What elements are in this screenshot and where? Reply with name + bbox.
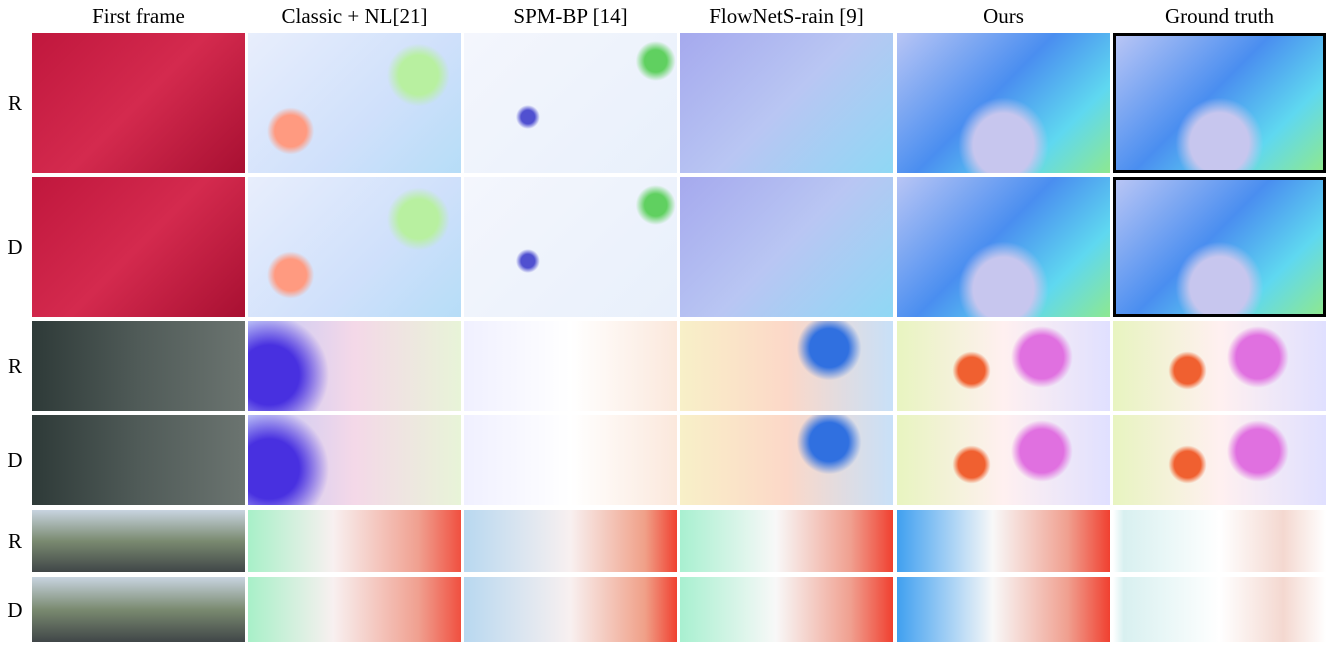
image-cell xyxy=(680,415,893,505)
row-label: D xyxy=(2,447,28,473)
image-cell xyxy=(464,33,677,173)
row-label: D xyxy=(2,597,28,623)
image-cell xyxy=(248,33,461,173)
image-cell xyxy=(1113,510,1326,572)
image-cell xyxy=(897,510,1110,572)
image-cell xyxy=(680,577,893,642)
image-cell xyxy=(464,177,677,317)
image-cell xyxy=(32,577,245,642)
image-cell xyxy=(1113,415,1326,505)
image-cell xyxy=(1113,577,1326,642)
image-cell xyxy=(897,577,1110,642)
image-cell xyxy=(464,321,677,411)
image-cell xyxy=(897,177,1110,317)
image-cell xyxy=(248,510,461,572)
image-cell xyxy=(464,510,677,572)
column-header: SPM-BP [14] xyxy=(464,2,677,30)
image-cell xyxy=(248,415,461,505)
column-header: FlowNetS-rain [9] xyxy=(680,2,893,30)
image-cell xyxy=(32,415,245,505)
image-cell xyxy=(32,510,245,572)
image-cell xyxy=(248,177,461,317)
column-header: Classic + NL[21] xyxy=(248,2,461,30)
image-cell xyxy=(1113,33,1326,173)
row-label: R xyxy=(2,528,28,554)
image-cell xyxy=(1113,321,1326,411)
image-cell xyxy=(680,33,893,173)
image-cell xyxy=(680,321,893,411)
image-cell xyxy=(680,177,893,317)
column-header: Ours xyxy=(897,2,1110,30)
column-header: First frame xyxy=(32,2,245,30)
image-cell xyxy=(32,33,245,173)
column-header: Ground truth xyxy=(1113,2,1326,30)
image-cell xyxy=(248,321,461,411)
image-cell xyxy=(680,510,893,572)
figure: First frameClassic + NL[21]SPM-BP [14]Fl… xyxy=(0,0,1327,646)
image-cell xyxy=(897,415,1110,505)
image-cell xyxy=(897,33,1110,173)
row-label: D xyxy=(2,234,28,260)
image-cell xyxy=(464,415,677,505)
image-cell xyxy=(464,577,677,642)
image-cell xyxy=(32,321,245,411)
image-cell xyxy=(248,577,461,642)
image-cell xyxy=(32,177,245,317)
image-cell xyxy=(1113,177,1326,317)
row-label: R xyxy=(2,90,28,116)
row-label: R xyxy=(2,353,28,379)
image-cell xyxy=(897,321,1110,411)
